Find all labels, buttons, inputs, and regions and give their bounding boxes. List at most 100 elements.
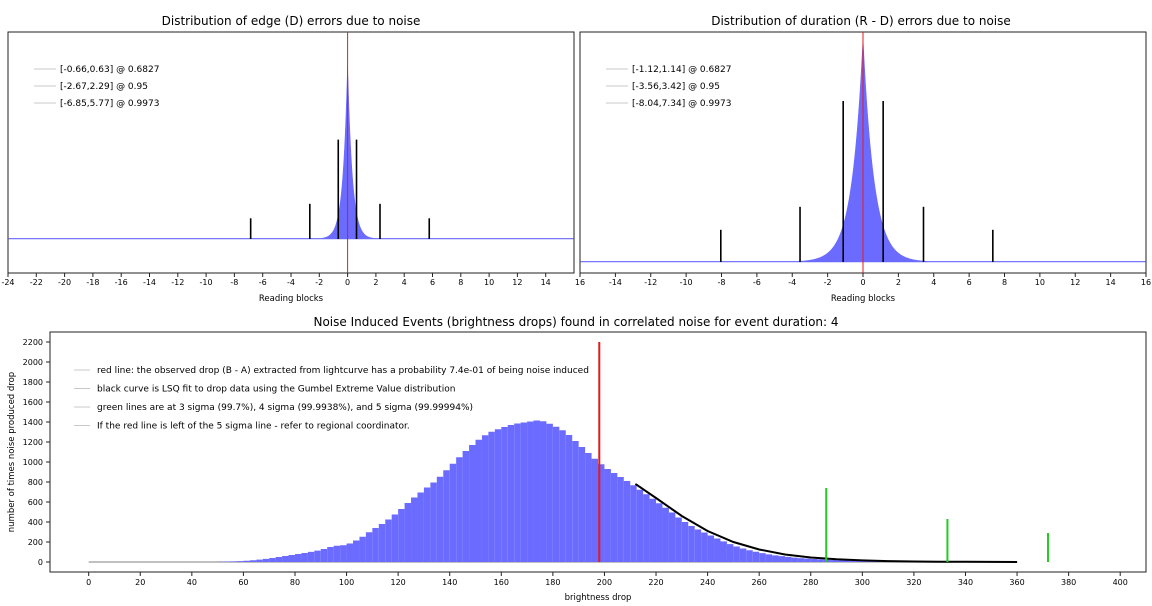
chart3-fit-curve	[634, 483, 1018, 563]
chart3-xtick-label: 180	[545, 578, 560, 587]
chart3-bar	[649, 498, 657, 562]
chart2-xtick-label: 2	[896, 278, 901, 287]
chart3-bar	[475, 439, 482, 562]
chart3-legend-entry: black curve is LSQ fit to drop data usin…	[97, 385, 455, 395]
chart3-bar	[398, 509, 405, 562]
chart3-bar	[862, 561, 869, 562]
chart2-xtick-label: -4	[788, 278, 796, 287]
chart3-bar	[552, 426, 560, 562]
chart2-xtick-label: -14	[609, 278, 622, 287]
chart3-xtick-label: 320	[906, 578, 921, 587]
chart3-bar	[617, 477, 624, 562]
chart1-xtick-label: -20	[58, 278, 71, 287]
chart3-xtick-label: 20	[135, 578, 145, 587]
chart3-ytick-label: 1600	[23, 398, 43, 407]
chart2-xtick-label: 14	[1106, 278, 1116, 287]
chart1-xtick-label: 12	[512, 278, 522, 287]
chart3-ytick-label: 200	[28, 538, 43, 547]
chart3-bar	[282, 556, 289, 562]
chart3-xtick-label: 260	[752, 578, 767, 587]
chart1-xtick-label: -10	[200, 278, 213, 287]
chart2-legend-entry: [-1.12,1.14] @ 0.6827	[632, 65, 731, 75]
chart3-xtick-label: 100	[339, 578, 354, 587]
chart3-bar	[591, 458, 598, 562]
chart2-xtick-label: 16	[1141, 278, 1151, 287]
chart1-legend-entry: [-6.85,5.77] @ 0.9973	[60, 99, 159, 109]
chart3-bar	[462, 451, 470, 562]
chart3-bar	[411, 497, 418, 562]
chart3-xtick-label: 40	[187, 578, 197, 587]
chart3-bar	[842, 560, 850, 562]
chart3-ytick-label: 0	[38, 558, 43, 567]
chart3-xtick-label: 200	[597, 578, 612, 587]
chart3-bar	[385, 519, 392, 562]
chart3-bar	[656, 503, 663, 562]
chart3-bar	[327, 547, 334, 562]
chart2-xtick-label: 0	[860, 278, 865, 287]
chart3-xtick-label: 220	[648, 578, 663, 587]
chart3-legend-entry: green lines are at 3 sigma (99.7%), 4 si…	[97, 403, 473, 413]
chart3-ytick-label: 600	[28, 498, 43, 507]
chart1-legend-entry: [-2.67,2.29] @ 0.95	[60, 82, 148, 92]
chart3-legend-entry: If the red line is left of the 5 sigma l…	[97, 422, 410, 432]
chart3-bar	[797, 558, 805, 562]
chart3-bar	[688, 526, 695, 562]
chart3-ytick-label: 1800	[23, 378, 43, 387]
chart3-bar	[333, 545, 341, 562]
chart3-bar	[604, 469, 611, 562]
chart2-legend-entry: [-8.04,7.34] @ 0.9973	[632, 99, 731, 109]
chart1-xtick-label: 4	[402, 278, 407, 287]
chart3-bar	[784, 556, 792, 562]
chart3-xlabel: brightness drop	[565, 593, 632, 603]
chart3-bar	[391, 514, 399, 562]
chart2-xtick-label: 10	[1035, 278, 1045, 287]
chart2-xtick-label: 16	[575, 278, 585, 287]
chart3-ytick-label: 1000	[23, 458, 43, 467]
chart3-bar	[269, 558, 276, 562]
chart3-bar	[636, 489, 644, 562]
chart1-xtick-label: 0	[345, 278, 350, 287]
chart3-bar	[449, 463, 457, 562]
chart1-title: Distribution of edge (D) errors due to n…	[161, 14, 421, 28]
chart3-title: Noise Induced Events (brightness drops) …	[313, 315, 839, 329]
chart3-bar	[849, 560, 856, 562]
chart2-legend-entry: [-3.56,3.42] @ 0.95	[632, 82, 720, 92]
chart2-xtick-label: 6	[967, 278, 972, 287]
chart3-bar	[294, 554, 302, 562]
chart3-ytick-label: 1400	[23, 418, 43, 427]
chart3-bar	[527, 421, 534, 562]
chart2-xtick-label: -10	[680, 278, 693, 287]
chart1-xtick-label: -4	[287, 278, 295, 287]
chart3-bar	[539, 421, 547, 562]
chart3-bar	[585, 453, 592, 562]
chart3-bar	[301, 553, 308, 562]
chart3-bar	[791, 557, 798, 562]
chart3-bar	[488, 431, 495, 562]
chart1-xtick-label: 10	[484, 278, 494, 287]
chart3-bar	[443, 470, 450, 562]
chart3-ytick-label: 800	[28, 478, 43, 487]
chart3-legend-entry: red line: the observed drop (B - A) extr…	[97, 366, 589, 376]
chart3-bar	[610, 473, 618, 562]
chart1-xtick-label: -6	[259, 278, 267, 287]
chart3-xtick-label: 80	[290, 578, 300, 587]
chart3-bar	[501, 427, 508, 562]
chart3-bar	[720, 541, 727, 562]
chart3-xtick-label: 120	[391, 578, 406, 587]
chart3-bar	[668, 512, 676, 562]
chart2-xtick-label: 4	[931, 278, 936, 287]
chart3-bar	[243, 560, 250, 562]
chart3-bar	[507, 425, 515, 562]
chart3-bar	[430, 482, 437, 562]
chart3-bar	[830, 560, 837, 562]
chart3-ytick-label: 2000	[23, 358, 43, 367]
chart3-bar	[533, 420, 540, 562]
chart3-bar	[817, 559, 824, 562]
chart3-bar	[436, 476, 444, 562]
chart3-bar	[404, 503, 412, 562]
chart3-bar	[346, 543, 354, 562]
chart3-bar	[675, 517, 682, 562]
chart3-bar	[694, 529, 702, 562]
chart3-xtick-label: 400	[1113, 578, 1128, 587]
